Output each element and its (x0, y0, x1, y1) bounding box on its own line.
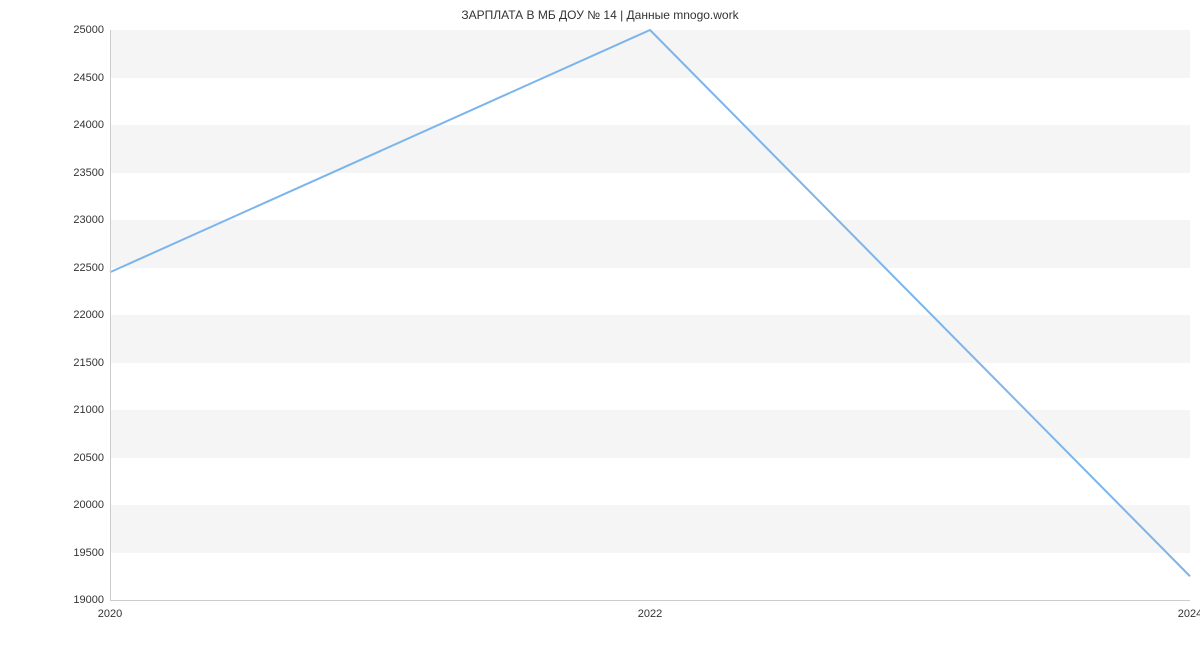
chart-title: ЗАРПЛАТА В МБ ДОУ № 14 | Данные mnogo.wo… (0, 8, 1200, 22)
y-axis-tick-label: 24500 (73, 72, 110, 84)
y-axis-line (110, 30, 111, 600)
y-axis-tick-label: 22500 (73, 262, 110, 274)
y-axis-tick-label: 23000 (73, 214, 110, 226)
salary-line-chart: ЗАРПЛАТА В МБ ДОУ № 14 | Данные mnogo.wo… (0, 0, 1200, 650)
x-axis-tick-label: 2024 (1178, 600, 1200, 620)
x-axis-line (110, 600, 1190, 601)
plot-area: 1900019500200002050021000215002200022500… (110, 30, 1190, 600)
x-axis-tick-label: 2022 (638, 600, 662, 620)
series-line-salary (110, 30, 1190, 576)
y-axis-tick-label: 20000 (73, 499, 110, 511)
x-axis-tick-label: 2020 (98, 600, 122, 620)
y-axis-tick-label: 25000 (73, 24, 110, 36)
y-axis-tick-label: 23500 (73, 167, 110, 179)
y-axis-tick-label: 21500 (73, 357, 110, 369)
y-axis-tick-label: 19500 (73, 547, 110, 559)
y-axis-tick-label: 21000 (73, 404, 110, 416)
y-axis-tick-label: 22000 (73, 309, 110, 321)
chart-line-layer (110, 30, 1190, 600)
y-axis-tick-label: 20500 (73, 452, 110, 464)
y-axis-tick-label: 24000 (73, 119, 110, 131)
